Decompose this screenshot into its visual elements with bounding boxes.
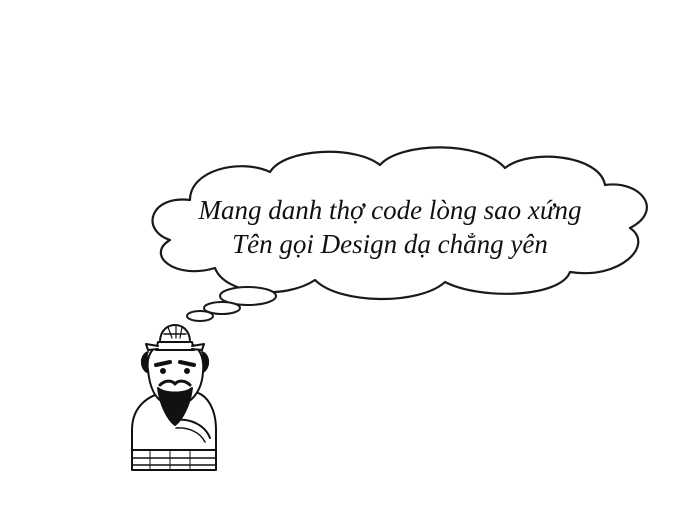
thought-text-line-2: Tên gọi Design dạ chẳng yên xyxy=(232,229,548,259)
mandarin-character-icon xyxy=(131,324,217,471)
thought-cloud xyxy=(151,146,648,301)
thought-trail xyxy=(186,286,277,322)
thought-text-line-1: Mang danh thợ code lòng sao xứng xyxy=(198,195,582,225)
